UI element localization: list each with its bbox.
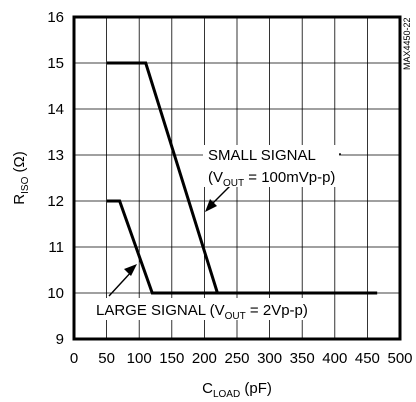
large-signal-label: LARGE SIGNAL (VOUT = 2Vp-p) bbox=[96, 302, 308, 322]
y-tick-label: 16 bbox=[47, 9, 64, 26]
small-signal-condition: (VOUT = 100mVp-p) bbox=[208, 169, 335, 189]
small-signal-condition-post: = 100mVp-p) bbox=[244, 169, 335, 186]
y-axis-title-unit: (Ω) bbox=[11, 151, 28, 176]
y-tick-labels: 9 10 11 12 13 14 15 16 bbox=[47, 9, 64, 348]
x-axis-title-main: C bbox=[202, 380, 213, 397]
small-signal-condition-pre: (V bbox=[208, 169, 223, 186]
y-tick-label: 9 bbox=[56, 331, 64, 348]
y-axis-title-sub: ISO bbox=[20, 176, 31, 193]
x-tick-label: 350 bbox=[290, 350, 315, 367]
x-tick-label: 150 bbox=[159, 350, 184, 367]
small-signal-label: SMALL SIGNAL bbox=[208, 147, 316, 164]
series-line-large-signal bbox=[106, 199, 378, 295]
x-tick-label: 500 bbox=[387, 350, 412, 367]
small-signal-arrowhead bbox=[205, 199, 217, 212]
y-tick-label: 13 bbox=[47, 147, 64, 164]
y-tick-label: 11 bbox=[48, 239, 64, 256]
x-axis-title: CLOAD (pF) bbox=[202, 380, 272, 400]
large-signal-label-sub: OUT bbox=[225, 311, 246, 322]
large-signal-leader bbox=[108, 269, 134, 297]
figure-id: MAX4450-22 bbox=[402, 17, 412, 70]
y-axis-title: RISO (Ω) bbox=[11, 151, 31, 204]
x-tick-label: 400 bbox=[322, 350, 347, 367]
series-line-small-signal bbox=[106, 61, 219, 294]
y-axis-title-main: R bbox=[11, 194, 28, 205]
x-tick-label: 450 bbox=[355, 350, 380, 367]
y-tick-label: 12 bbox=[47, 193, 64, 210]
x-tick-label: 100 bbox=[127, 350, 152, 367]
plot-frame bbox=[72, 15, 402, 341]
large-signal-label-bg bbox=[93, 298, 307, 320]
x-axis-title-unit: (pF) bbox=[240, 380, 272, 397]
x-axis-title-sub: LOAD bbox=[213, 389, 240, 400]
y-tick-label: 15 bbox=[47, 55, 64, 72]
x-tick-label: 200 bbox=[192, 350, 217, 367]
x-tick-label: 250 bbox=[224, 350, 249, 367]
small-signal-condition-sub: OUT bbox=[223, 178, 244, 189]
x-tick-label: 300 bbox=[257, 350, 282, 367]
y-tick-label: 10 bbox=[47, 285, 64, 302]
large-signal-arrowhead bbox=[124, 264, 137, 276]
large-signal-label-post: = 2Vp-p) bbox=[246, 302, 308, 319]
x-tick-label: 50 bbox=[98, 350, 115, 367]
large-signal-label-pre: LARGE SIGNAL (V bbox=[96, 302, 225, 319]
series-lines bbox=[106, 61, 378, 295]
y-tick-label: 14 bbox=[47, 101, 64, 118]
x-tick-labels: 0 50 100 150 200 250 300 350 400 450 500 bbox=[70, 350, 413, 367]
small-signal-label-bg bbox=[203, 145, 339, 187]
x-tick-label: 0 bbox=[70, 350, 78, 367]
